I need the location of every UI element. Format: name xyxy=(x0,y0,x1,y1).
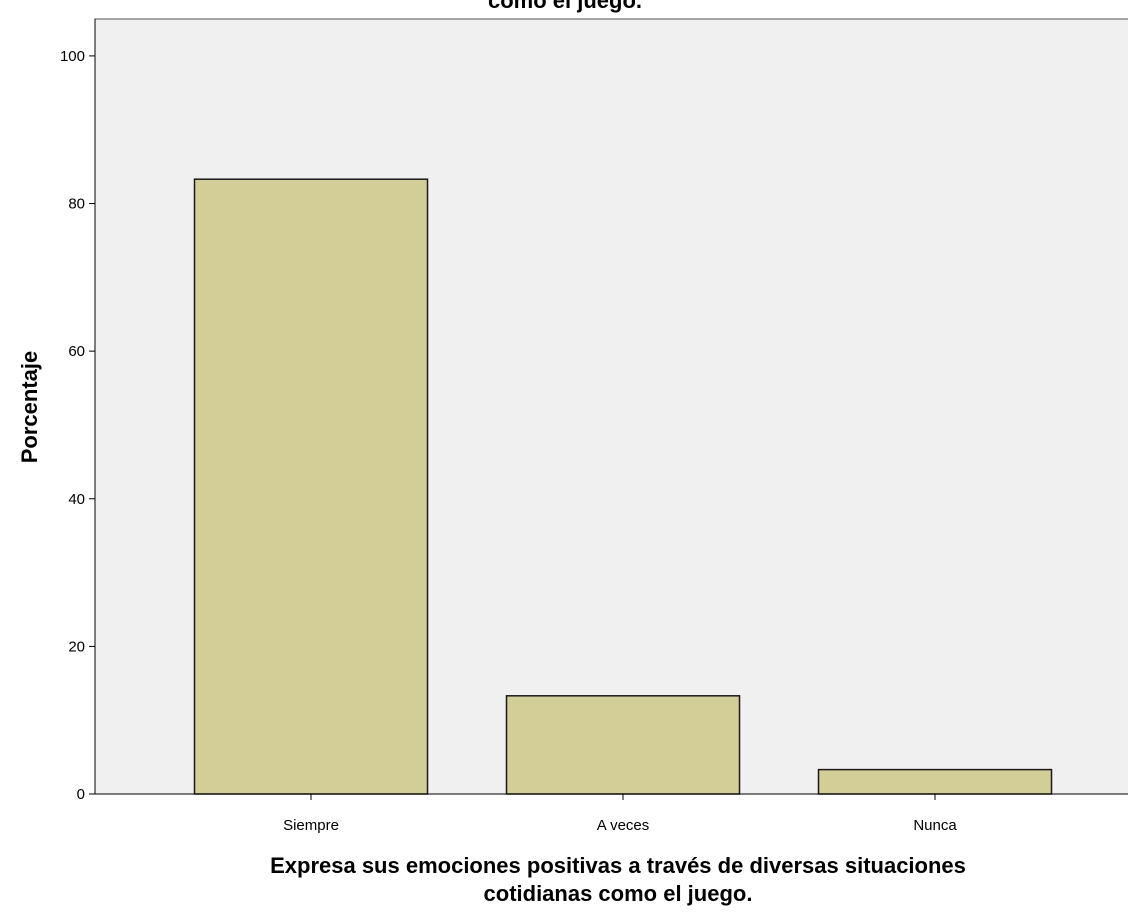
y-tick-label: 20 xyxy=(68,638,85,655)
y-tick-label: 40 xyxy=(68,491,85,508)
y-tick-label: 60 xyxy=(68,343,85,360)
chart-title: como el juego. xyxy=(488,0,642,13)
x-axis: Siempre A veces Nunca xyxy=(95,793,1128,834)
y-tick-label: 80 xyxy=(68,196,85,213)
bar-nunca xyxy=(817,768,1053,795)
x-tick-label: A veces xyxy=(597,817,650,834)
bar-siempre xyxy=(193,178,429,795)
bar-a-veces xyxy=(505,695,741,795)
x-tick-label: Siempre xyxy=(283,817,339,834)
y-axis: 0 20 40 60 80 100 xyxy=(60,19,96,803)
y-tick-label: 100 xyxy=(60,48,85,65)
x-tick-label: Nunca xyxy=(913,817,957,834)
x-axis-title-line-1: Expresa sus emociones positivas a través… xyxy=(270,853,966,878)
y-axis-title: Porcentaje xyxy=(17,351,42,464)
bars-group xyxy=(193,178,1053,795)
y-tick-label: 0 xyxy=(77,786,85,803)
x-axis-title-line-2: cotidianas como el juego. xyxy=(484,881,753,906)
